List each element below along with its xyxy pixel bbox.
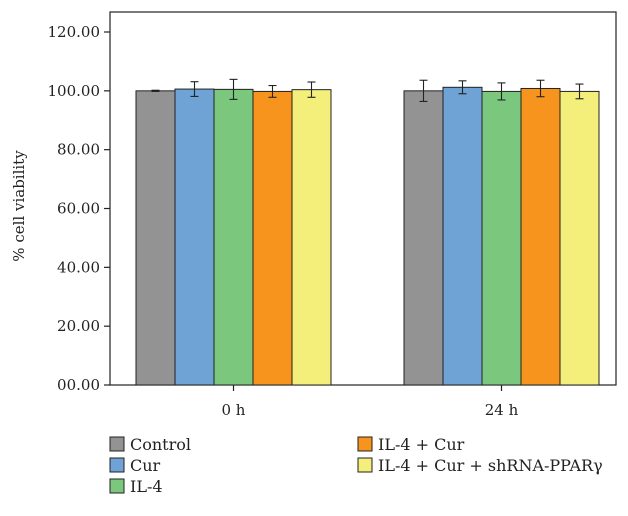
y-tick-label: 00.00 xyxy=(57,376,100,394)
bar xyxy=(135,90,176,386)
bar xyxy=(559,90,600,386)
y-tick-label: 20.00 xyxy=(57,317,100,335)
plot-border xyxy=(109,11,617,386)
legend-swatch xyxy=(109,436,125,452)
y-axis: 00.00 20.00 40.00 60.00 80.00 100.00 120.00 xyxy=(48,23,110,394)
legend-label: IL-4 + Cur + shRNA-PPARγ xyxy=(378,456,603,475)
x-tick-label: 24 h xyxy=(485,401,519,419)
y-tick-label: 80.00 xyxy=(57,141,100,159)
legend-label: Cur xyxy=(130,456,161,475)
error-bars xyxy=(151,78,584,102)
y-tick-label: 100.00 xyxy=(48,82,101,100)
y-tick-label: 120.00 xyxy=(48,23,101,41)
legend-label: Control xyxy=(130,435,191,454)
legend-label: IL-4 xyxy=(130,477,163,496)
bar xyxy=(174,88,215,386)
bar xyxy=(403,90,444,386)
y-axis-title: % cell viability xyxy=(10,150,28,262)
legend: Control Cur IL-4 IL-4 + Cur IL-4 + Cur + shR… xyxy=(109,435,603,496)
x-tick-label: 0 h xyxy=(222,401,246,419)
bar xyxy=(442,86,483,386)
bars xyxy=(135,86,600,386)
bar xyxy=(291,89,332,386)
legend-swatch xyxy=(109,457,125,473)
bar xyxy=(520,87,561,386)
bar xyxy=(213,88,254,386)
plot-frame xyxy=(109,11,617,386)
y-tick-label: 60.00 xyxy=(57,200,100,218)
x-axis: 0 h 24 h xyxy=(222,385,519,419)
legend-swatch xyxy=(109,478,125,494)
legend-swatch xyxy=(357,457,373,473)
legend-swatch xyxy=(357,436,373,452)
legend-label: IL-4 + Cur xyxy=(378,435,465,454)
bar xyxy=(252,90,293,386)
bar xyxy=(481,90,522,386)
y-tick-label: 40.00 xyxy=(57,258,100,276)
